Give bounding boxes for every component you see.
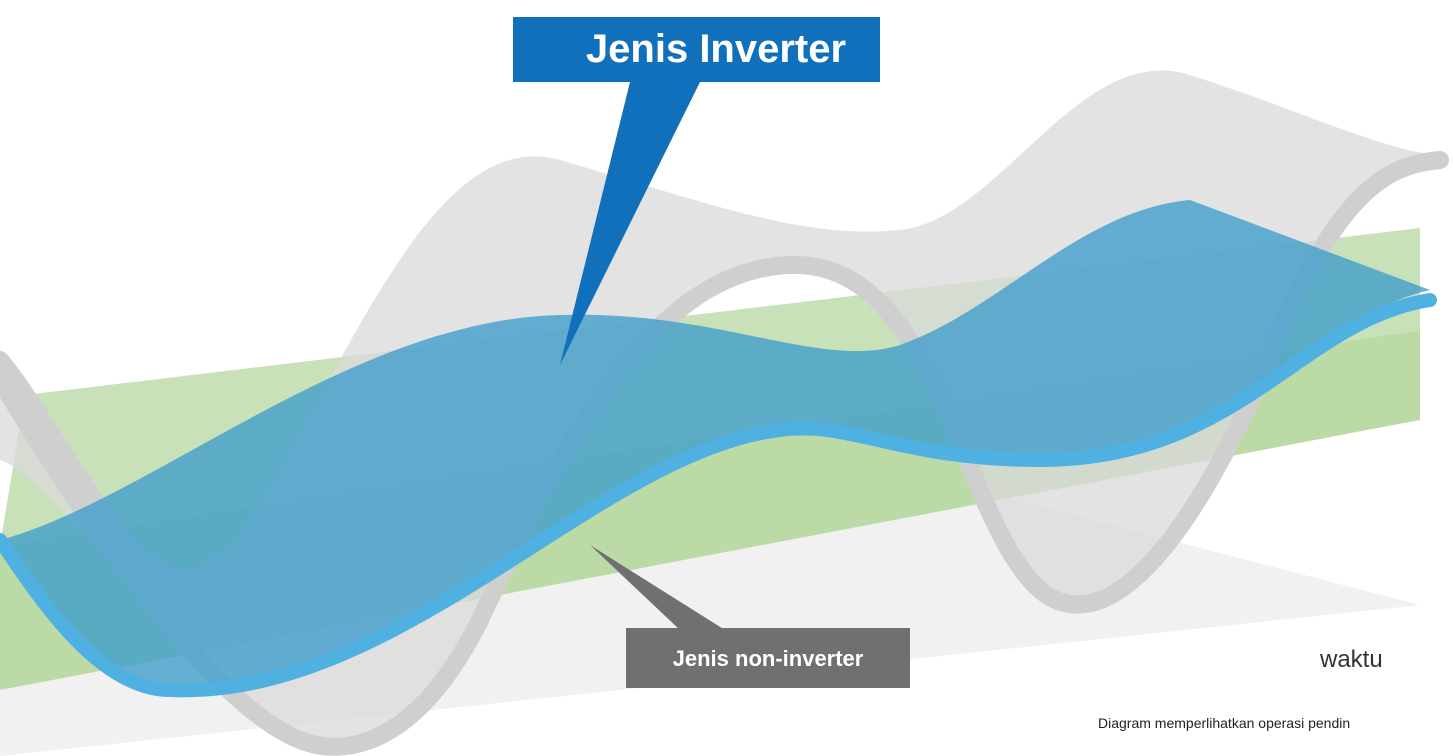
non-inverter-label: Jenis non-inverter	[673, 646, 864, 671]
inverter-wave-edge	[0, 293, 1437, 698]
non-inverter-pointer	[590, 545, 725, 630]
inverter-pointer	[560, 82, 700, 365]
non-inverter-callout	[626, 628, 910, 688]
inverter-callout	[513, 17, 880, 82]
axis-label: waktu	[1319, 646, 1383, 673]
inverter-label: Jenis Inverter	[586, 27, 846, 71]
caption: Diagram memperlihatkan operasi pendin	[1098, 715, 1350, 731]
